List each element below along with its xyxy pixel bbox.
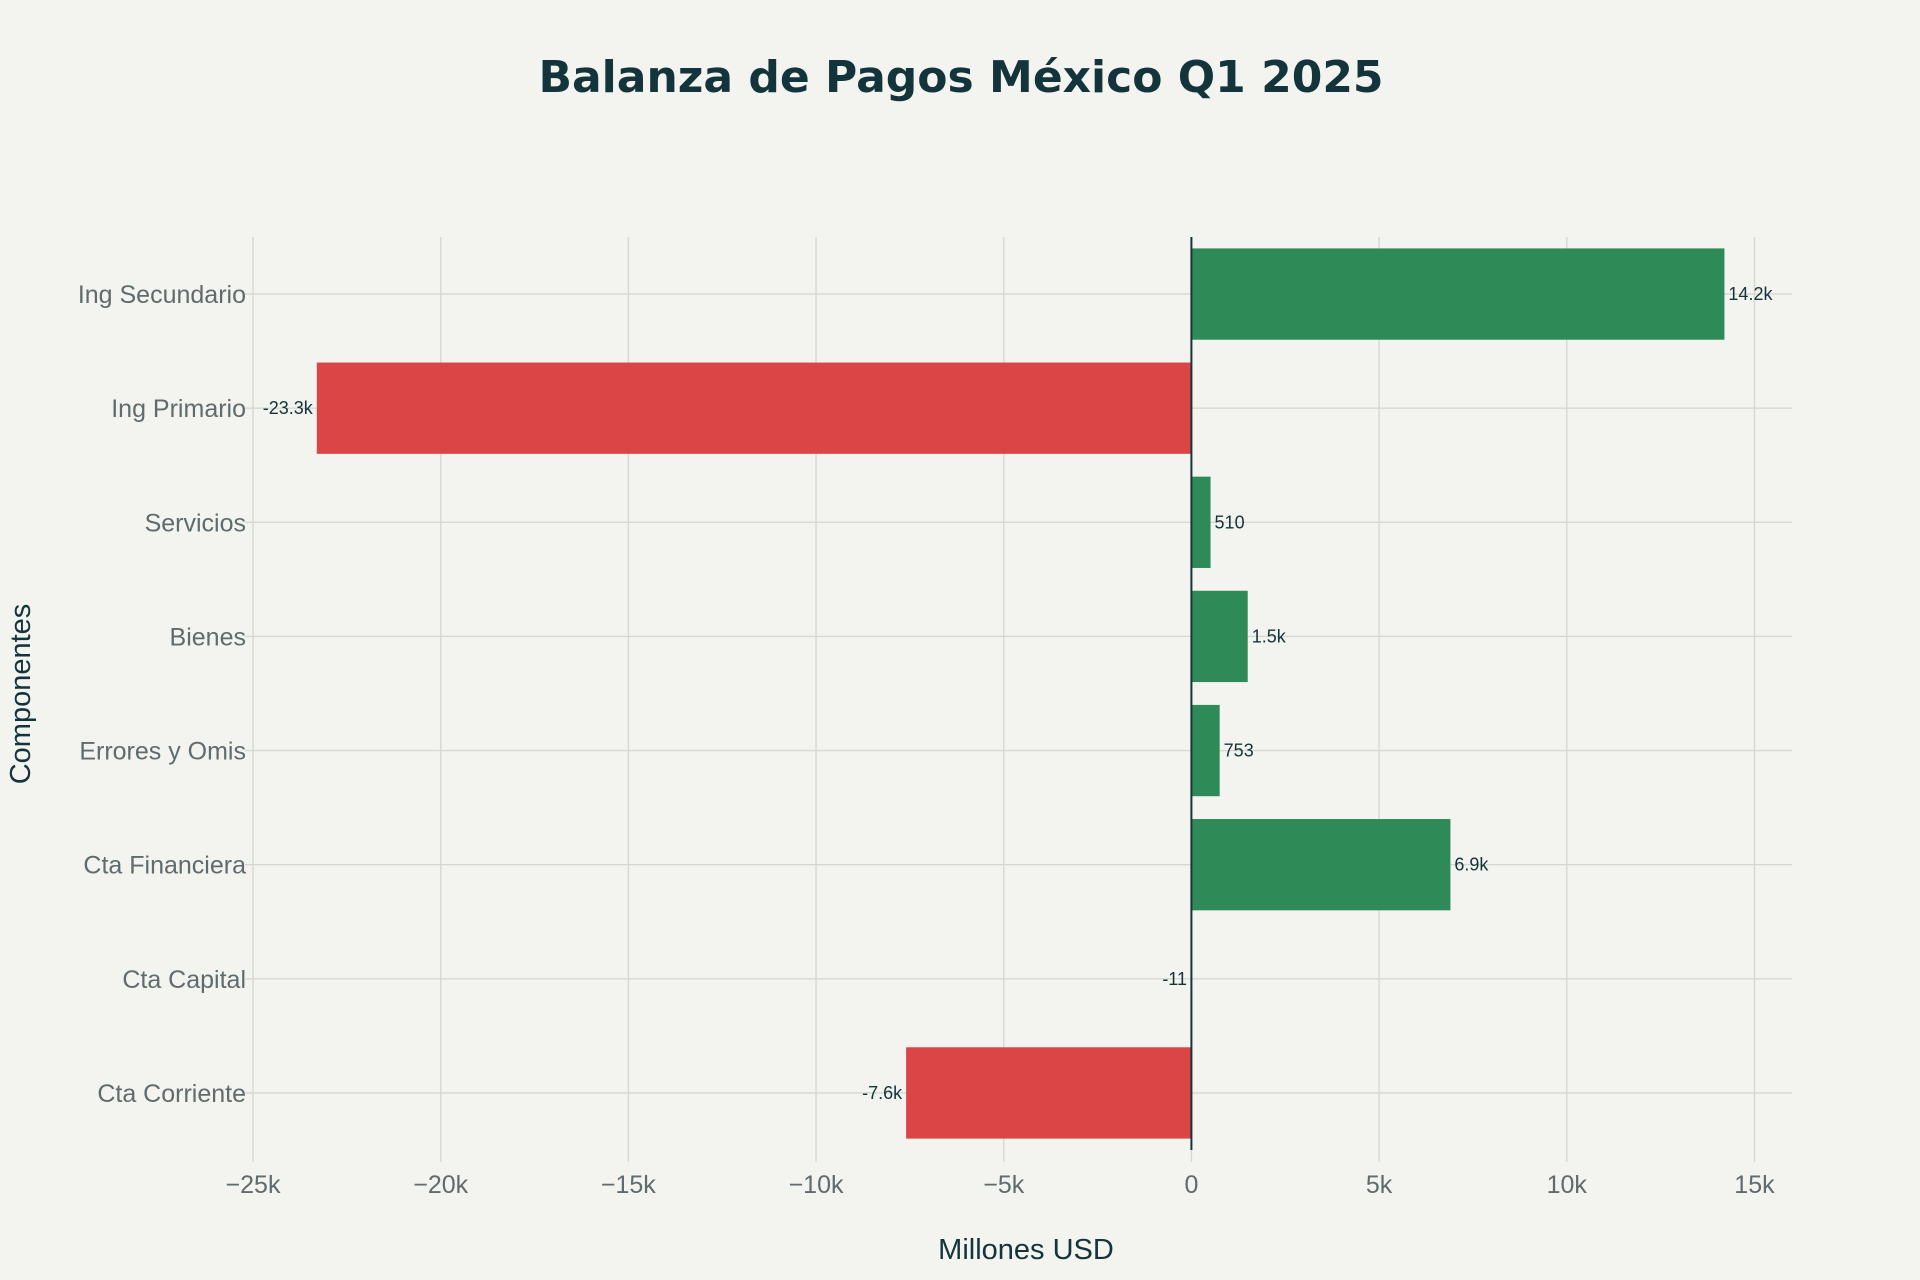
category-label: Cta Corriente bbox=[97, 1080, 246, 1108]
data-label: -23.3k bbox=[263, 398, 314, 418]
bar bbox=[1191, 590, 1248, 683]
data-label: 6.9k bbox=[1454, 855, 1489, 875]
category-label: Cta Financiera bbox=[83, 852, 246, 880]
x-tick-label: 0 bbox=[1184, 1171, 1198, 1199]
bar bbox=[316, 362, 1192, 454]
x-tick-labels: −25k −20k −15k −10k −5k 0 5k 10k 15k bbox=[226, 1171, 1776, 1199]
category-label: Bienes bbox=[170, 623, 246, 651]
bar bbox=[1191, 476, 1211, 568]
data-label: 753 bbox=[1224, 741, 1254, 761]
category-label: Ing Secundario bbox=[78, 281, 246, 309]
data-label: 14.2k bbox=[1728, 284, 1773, 304]
x-tick-label: −10k bbox=[789, 1171, 844, 1199]
category-labels: Ing Secundario Ing Primario Servicios Biene… bbox=[78, 281, 246, 1108]
bar bbox=[1191, 819, 1451, 911]
x-tick-label: −15k bbox=[601, 1171, 656, 1199]
category-label: Errores y Omis bbox=[79, 738, 246, 766]
category-label: Cta Capital bbox=[122, 966, 246, 994]
x-tick-label: −20k bbox=[413, 1171, 468, 1199]
bar bbox=[1191, 704, 1220, 797]
x-tick-label: −25k bbox=[226, 1171, 281, 1199]
data-label: 510 bbox=[1215, 512, 1245, 532]
bar bbox=[906, 1047, 1192, 1139]
chart-title: Balanza de Pagos México Q1 2025 bbox=[538, 52, 1383, 103]
x-axis-title: Millones USD bbox=[938, 1234, 1114, 1266]
category-label: Servicios bbox=[145, 509, 246, 537]
bars bbox=[316, 248, 1725, 1139]
y-axis-title: Componentes bbox=[5, 604, 37, 785]
category-label: Ing Primario bbox=[111, 395, 246, 423]
data-label: -7.6k bbox=[862, 1083, 903, 1103]
data-label: -11 bbox=[1162, 969, 1187, 989]
data-labels: 14.2k -23.3k 510 1.5k 753 6.9k -11 -7.6k bbox=[263, 284, 1774, 1103]
x-tick-label: 15k bbox=[1734, 1171, 1775, 1199]
data-label: 1.5k bbox=[1252, 626, 1287, 646]
x-tick-label: 10k bbox=[1547, 1171, 1588, 1199]
x-tick-label: −5k bbox=[983, 1171, 1025, 1199]
bar bbox=[1191, 248, 1725, 340]
x-tick-label: 5k bbox=[1366, 1171, 1393, 1199]
